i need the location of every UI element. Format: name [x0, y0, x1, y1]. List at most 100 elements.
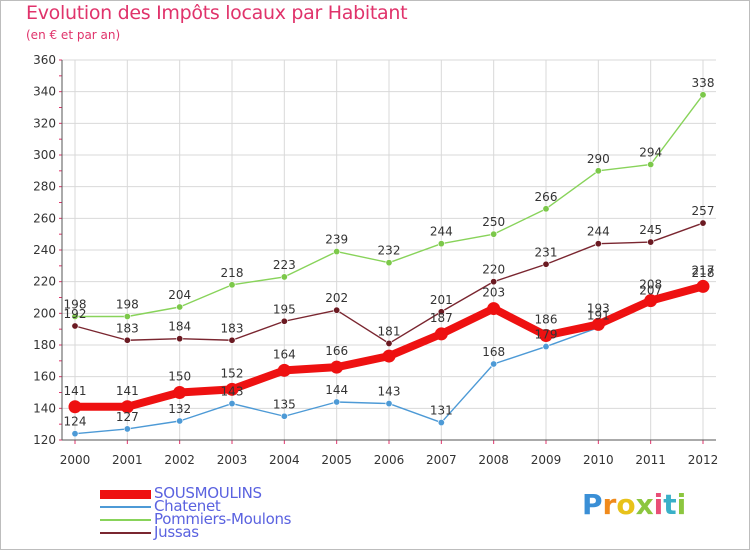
data-label: 198	[64, 298, 87, 312]
data-label: 239	[325, 233, 348, 247]
data-point	[173, 386, 187, 399]
data-point	[385, 400, 393, 408]
data-point	[542, 260, 550, 268]
data-point	[437, 308, 445, 316]
data-label: 183	[116, 321, 139, 335]
data-label: 218	[692, 266, 715, 280]
y-tick-label: 160	[33, 370, 56, 384]
data-label: 143	[378, 385, 401, 399]
data-point	[382, 349, 396, 363]
data-label: 204	[168, 288, 191, 302]
data-point	[333, 398, 341, 406]
data-point	[71, 312, 79, 320]
y-tick-label: 120	[33, 433, 56, 447]
data-label: 143	[221, 385, 244, 399]
y-tick-label: 300	[33, 148, 56, 162]
legend-swatch	[100, 489, 151, 499]
data-label: 144	[325, 383, 348, 397]
data-point	[385, 259, 393, 267]
data-label: 201	[430, 293, 453, 307]
data-label: 127	[116, 410, 139, 424]
data-point	[434, 327, 448, 341]
data-label: 250	[482, 215, 505, 229]
data-point	[490, 230, 498, 238]
data-point	[176, 303, 184, 311]
y-tick-label: 140	[33, 401, 56, 415]
logo-letter: i	[653, 488, 664, 521]
data-label: 168	[482, 345, 505, 359]
x-tick-label: 2006	[374, 453, 405, 467]
data-point	[699, 91, 707, 99]
legend-swatch	[100, 519, 151, 521]
legend-label: Pommiers-Moulons	[154, 510, 292, 528]
logo-letter: i	[676, 488, 687, 521]
data-point	[647, 161, 655, 169]
x-tick-label: 2004	[269, 453, 300, 467]
y-tick-label: 280	[33, 180, 56, 194]
x-tick-label: 2009	[531, 453, 562, 467]
data-point	[280, 317, 288, 325]
data-label: 231	[535, 245, 558, 259]
data-point	[280, 273, 288, 281]
data-label: 232	[378, 244, 401, 258]
y-tick-label: 260	[33, 211, 56, 225]
data-point	[696, 279, 710, 293]
legend-swatch	[100, 532, 151, 534]
data-label: 244	[430, 225, 453, 239]
x-tick-label: 2002	[164, 453, 195, 467]
data-label: 135	[273, 397, 296, 411]
x-tick-label: 2005	[321, 453, 352, 467]
logo-letter: P	[582, 488, 603, 521]
legend-item: Pommiers-Moulons	[100, 510, 400, 528]
legend-label: SOUSMOULINS	[154, 484, 262, 502]
data-label: 290	[587, 152, 610, 166]
data-label: 131	[430, 404, 453, 418]
data-label: 208	[639, 278, 662, 292]
data-label: 195	[273, 302, 296, 316]
data-point	[277, 363, 291, 377]
data-point	[437, 419, 445, 427]
data-label: 223	[273, 258, 296, 272]
data-label: 294	[639, 146, 662, 160]
data-label: 193	[587, 301, 610, 315]
data-point	[644, 294, 658, 308]
data-label: 179	[535, 328, 558, 342]
x-tick-label: 2012	[688, 453, 719, 467]
logo-letter: x	[635, 488, 654, 521]
y-tick-label: 340	[33, 85, 56, 99]
data-label: 141	[116, 384, 139, 398]
y-tick-label: 180	[33, 338, 56, 352]
data-label: 203	[482, 286, 505, 300]
data-label: 124	[64, 415, 87, 429]
data-label: 183	[221, 321, 244, 335]
data-label: 152	[221, 366, 244, 380]
data-point	[123, 425, 131, 433]
chart-title: Evolution des Impôts locaux par Habitant	[26, 2, 408, 24]
y-tick-label: 220	[33, 275, 56, 289]
data-label: 187	[430, 311, 453, 325]
data-label: 217	[692, 263, 715, 277]
data-point	[68, 400, 82, 414]
data-point	[176, 417, 184, 425]
y-tick-label: 240	[33, 243, 56, 257]
x-tick-label: 2010	[583, 453, 614, 467]
data-label: 338	[692, 76, 715, 90]
y-tick-label: 320	[33, 116, 56, 130]
data-label: 166	[325, 344, 348, 358]
data-label: 150	[168, 370, 191, 384]
data-point	[594, 240, 602, 248]
data-label: 186	[535, 313, 558, 327]
data-point	[437, 240, 445, 248]
data-label: 207	[639, 283, 662, 297]
data-point	[123, 312, 131, 320]
logo-letter: r	[602, 488, 617, 521]
chart-subtitle: (en € et par an)	[26, 28, 121, 42]
data-point	[385, 339, 393, 347]
data-point	[490, 278, 498, 286]
data-label: 184	[168, 320, 191, 334]
logo-letter: o	[616, 488, 636, 521]
x-tick-label: 2003	[217, 453, 248, 467]
data-label: 198	[116, 298, 139, 312]
data-point	[490, 360, 498, 368]
